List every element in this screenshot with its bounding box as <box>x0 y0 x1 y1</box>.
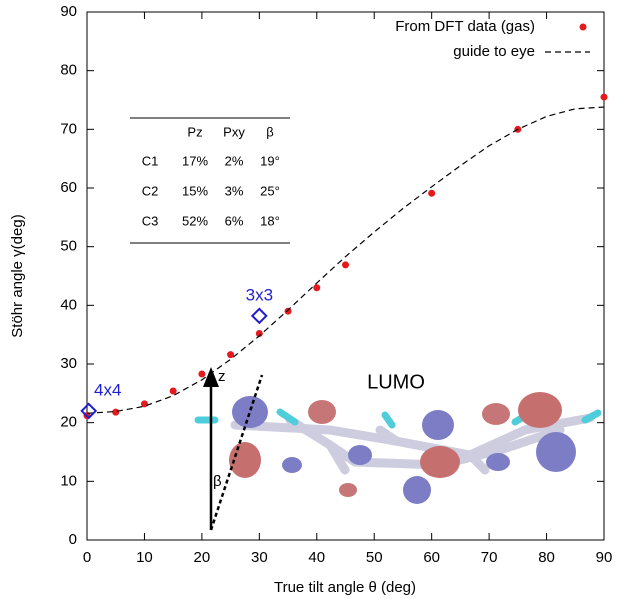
annotation: LUMO <box>367 371 425 393</box>
y-tick-label: 80 <box>60 62 77 79</box>
table-cell: C1 <box>142 153 159 168</box>
data-point <box>342 261 349 268</box>
annotation: β <box>213 473 222 490</box>
annotation: z <box>218 368 226 385</box>
data-point <box>601 94 608 101</box>
data-point <box>112 409 119 416</box>
table-cell: 19° <box>260 153 280 168</box>
table-cell: 25° <box>260 183 280 198</box>
x-tick-label: 50 <box>366 549 383 566</box>
table-cell: C2 <box>142 183 159 198</box>
table-cell: 52% <box>182 213 208 228</box>
data-point <box>285 308 292 315</box>
lobe <box>518 392 562 428</box>
diamond-point <box>252 309 266 323</box>
x-tick-label: 80 <box>538 549 555 566</box>
x-tick-label: 70 <box>481 549 498 566</box>
x-axis-label: True tilt angle θ (deg) <box>274 579 416 596</box>
y-tick-label: 40 <box>60 296 77 313</box>
table-cell: 15% <box>182 183 208 198</box>
table-header: β <box>266 124 273 139</box>
x-tick-label: 20 <box>194 549 211 566</box>
legend-label: guide to eye <box>453 43 535 60</box>
table-cell: 2% <box>225 153 244 168</box>
legend-swatch <box>580 24 587 31</box>
lobe <box>420 446 460 478</box>
y-tick-label: 90 <box>60 3 77 20</box>
x-tick-label: 0 <box>83 549 91 566</box>
y-axis-label: Stöhr angle γ(deg) <box>9 214 26 337</box>
point-label: 4x4 <box>94 380 121 399</box>
table-cell: 17% <box>182 153 208 168</box>
table-cell: 6% <box>225 213 244 228</box>
data-point <box>313 284 320 291</box>
lobe <box>282 457 302 473</box>
lobe <box>422 410 454 440</box>
data-point <box>170 387 177 394</box>
table-header: Pz <box>187 124 202 139</box>
x-tick-label: 10 <box>136 549 153 566</box>
guide-line <box>87 107 604 413</box>
table-cell: 18° <box>260 213 280 228</box>
h-bond <box>280 412 295 422</box>
lobe <box>339 483 357 497</box>
lobe <box>232 396 268 428</box>
h-bond <box>385 415 392 425</box>
lobe <box>403 476 431 504</box>
x-tick-label: 30 <box>251 549 268 566</box>
legend-label: From DFT data (gas) <box>395 18 535 35</box>
lobe <box>348 445 372 465</box>
y-tick-label: 30 <box>60 355 77 372</box>
table-header: Pxy <box>223 124 245 139</box>
y-tick-label: 60 <box>60 179 77 196</box>
data-point <box>428 190 435 197</box>
molecule-illustration <box>198 392 598 504</box>
table-cell: 3% <box>225 183 244 198</box>
chart: LUMO z β True tilt angle θ (deg) Stöhr a… <box>0 0 620 599</box>
y-tick-label: 10 <box>60 472 77 489</box>
x-tick-label: 60 <box>423 549 440 566</box>
x-tick-label: 90 <box>596 549 613 566</box>
lobe <box>482 403 510 425</box>
lobe <box>536 432 576 472</box>
y-tick-label: 20 <box>60 414 77 431</box>
y-tick-label: 0 <box>69 531 77 548</box>
lobe <box>308 400 336 424</box>
y-tick-label: 50 <box>60 238 77 255</box>
x-tick-label: 40 <box>308 549 325 566</box>
point-label: 3x3 <box>246 285 273 304</box>
y-tick-label: 70 <box>60 120 77 137</box>
table-cell: C3 <box>142 213 159 228</box>
lobe <box>486 453 510 471</box>
data-point <box>198 370 205 377</box>
